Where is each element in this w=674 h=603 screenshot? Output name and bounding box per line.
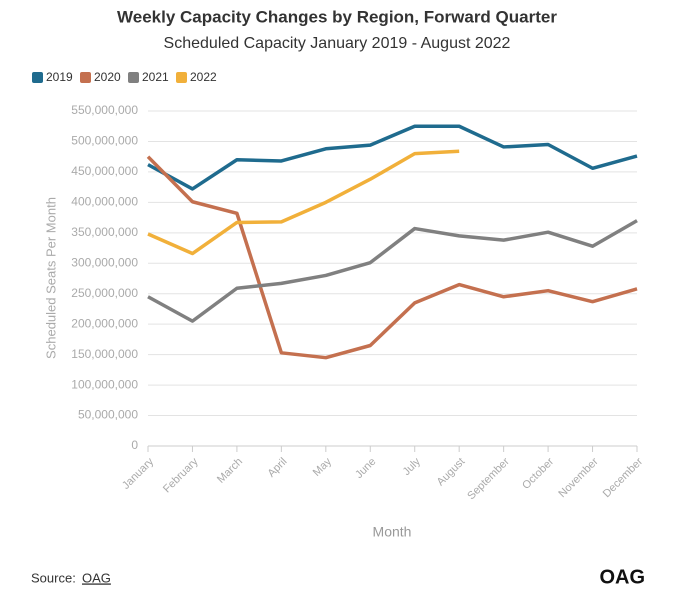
y-tick-label: 300,000,000 [71,255,138,269]
x-axis-label: Month [373,524,412,540]
legend-label: 2019 [46,70,73,84]
series-line [147,149,460,256]
legend-swatch [32,72,43,83]
y-tick-label: 350,000,000 [71,225,138,239]
x-tick-label: April [265,456,289,480]
x-tick-label: September [465,455,512,502]
series-line [146,155,638,360]
y-tick-label: 400,000,000 [71,195,138,209]
x-tick-label: December [601,455,646,500]
legend-swatch [128,72,139,83]
legend-label: 2020 [94,70,121,84]
y-tick-label: 550,000,000 [71,103,138,117]
source-link[interactable]: OAG [82,570,111,585]
logo: OAG [599,566,645,588]
x-tick-label: August [435,456,468,489]
x-tick-label: November [556,455,601,500]
x-tick-label: February [161,455,201,495]
y-tick-label: 500,000,000 [71,134,138,148]
x-tick-label: June [353,456,378,481]
legend-swatch [80,72,91,83]
chart-subtitle: Scheduled Capacity January 2019 - August… [164,35,511,52]
y-tick-label: 100,000,000 [71,377,138,391]
legend-swatch [176,72,187,83]
x-tick-label: January [120,455,157,492]
y-tick-label: 200,000,000 [71,316,138,330]
chart-title: Weekly Capacity Changes by Region, Forwa… [117,7,557,26]
x-tick-label: May [311,455,335,479]
series-line [147,124,638,191]
y-tick-label: 150,000,000 [71,347,138,361]
source-label: Source: [31,570,76,585]
y-tick-label: 50,000,000 [78,408,138,422]
y-tick-label: 0 [131,438,138,452]
x-tick-label: July [401,455,424,478]
x-tick-label: March [215,456,245,486]
y-axis-label: Scheduled Seats Per Month [43,197,58,359]
series-line [147,219,638,323]
x-tick-label: October [520,455,556,491]
y-tick-label: 250,000,000 [71,286,138,300]
y-tick-label: 450,000,000 [71,164,138,178]
legend-label: 2021 [142,70,169,84]
legend-label: 2022 [190,70,217,84]
